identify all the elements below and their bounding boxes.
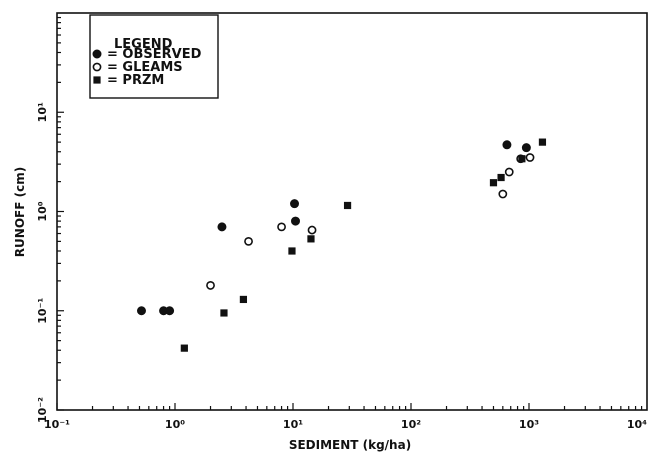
przm-point (239, 295, 248, 304)
gleams-point (206, 281, 215, 290)
gleams-point (307, 225, 317, 235)
gleams-point (525, 153, 535, 162)
data-points (136, 138, 547, 352)
observed-point (136, 306, 146, 316)
przm-point (307, 235, 315, 243)
y-tick-label: 10¹ (36, 102, 49, 122)
x-tick-label: 10³ (519, 418, 539, 431)
observed-point (521, 143, 531, 153)
legend-entry-label: = OBSERVED (107, 47, 202, 62)
axis-ticks (56, 16, 643, 411)
legend-marker (92, 49, 102, 59)
przm-point (489, 179, 498, 187)
przm-point (180, 344, 188, 352)
observed-point (502, 140, 512, 150)
observed-point (217, 222, 227, 232)
x-tick-label: 10⁰ (165, 418, 185, 431)
legend-entry-label: = GLEAMS (107, 60, 183, 75)
x-axis-title: SEDIMENT (kg/ha) (289, 438, 411, 452)
gleams-point (244, 236, 253, 246)
przm-point (518, 155, 526, 163)
przm-point (343, 201, 352, 210)
x-tick-label: 10¹ (283, 418, 303, 431)
legend-entry-label: = PRZM (107, 73, 164, 88)
przm-point (220, 309, 228, 317)
observed-point (290, 199, 300, 209)
legend-box (89, 14, 219, 99)
x-tick-label: 10² (401, 418, 421, 431)
przm-point (538, 138, 547, 146)
y-axis-title: RUNOFF (cm) (13, 167, 27, 257)
y-tick-label: 10⁻² (36, 397, 49, 423)
observed-point (165, 306, 175, 316)
legend: LEGEND = OBSERVED= GLEAMS= PRZM (89, 14, 219, 99)
przm-point (497, 173, 505, 182)
legend-title: LEGEND (114, 37, 173, 52)
observed-point (291, 216, 301, 226)
legend-marker (93, 76, 101, 84)
y-tick-label: 10⁻¹ (36, 298, 49, 324)
legend-marker (92, 62, 102, 72)
x-tick-label: 10⁻¹ (44, 418, 70, 431)
gleams-point (504, 167, 514, 177)
y-tick-label: 10⁰ (36, 201, 49, 221)
przm-point (288, 247, 296, 255)
legend-entries: = OBSERVED= GLEAMS= PRZM (92, 47, 202, 88)
gleams-point (498, 189, 508, 199)
x-tick-label: 10⁴ (627, 418, 647, 431)
gleams-point (277, 222, 286, 232)
